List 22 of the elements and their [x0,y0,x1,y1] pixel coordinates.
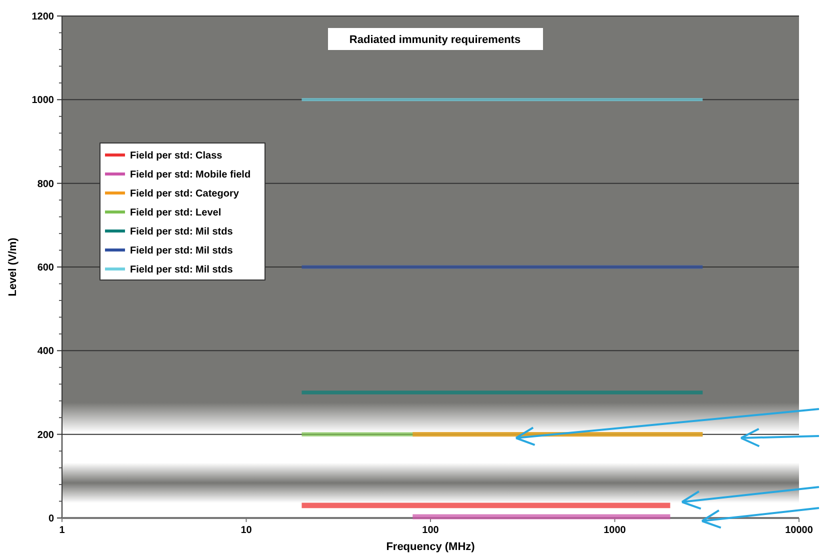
y-tick-label: 600 [37,262,54,274]
x-axis-title: Frequency (MHz) [386,541,476,553]
legend-label: Field per std: Category [130,188,240,200]
x-tick-label: 100 [422,525,440,536]
legend-label: Field per std: Mil stds [130,264,234,276]
text: Radiated immunity requirements [349,34,521,46]
legend-label: Field per std: Class [130,150,223,162]
x-tick-label: 10000 [785,525,814,536]
legend-label: Field per std: Level [130,208,222,218]
y-axis-title: Level (V/m) [7,237,19,296]
x-tick-label: 1 [59,525,66,536]
x-tick-label: 10 [240,525,252,536]
x-tick-label: 1000 [604,525,626,536]
y-tick-label: 400 [37,346,54,358]
y-tick-label: 1200 [32,12,54,22]
legend-label: Field per std: Mobile field [130,170,251,180]
y-tick-label: 0 [48,514,54,524]
y-tick-label: 200 [37,430,54,441]
y-tick-label: 800 [37,178,54,190]
legend-label: Field per std: Mil stds [130,226,234,238]
y-tick-label: 1000 [32,95,54,106]
legend-label: Field per std: Mil stds [130,246,234,256]
